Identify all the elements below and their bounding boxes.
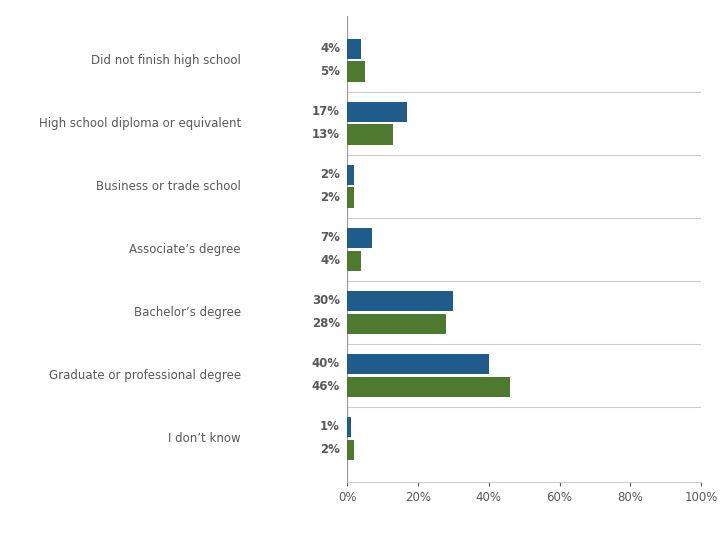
Text: 30%: 30%	[312, 294, 340, 308]
Bar	[347, 354, 489, 374]
Bar	[347, 165, 354, 185]
Text: 4%: 4%	[320, 254, 340, 267]
Text: I don’t know: I don’t know	[168, 432, 241, 445]
Bar	[347, 124, 393, 145]
Text: 2%: 2%	[320, 191, 340, 204]
Text: 46%: 46%	[312, 380, 340, 393]
Text: Associate’s degree: Associate’s degree	[129, 243, 241, 256]
Text: Did not finish high school: Did not finish high school	[91, 54, 241, 66]
Text: 28%: 28%	[312, 317, 340, 330]
Text: 17%: 17%	[312, 106, 340, 118]
Bar	[347, 314, 446, 334]
Bar	[347, 188, 354, 207]
Bar	[347, 291, 453, 311]
Bar	[347, 417, 351, 437]
Bar	[347, 102, 407, 122]
Bar	[347, 228, 372, 248]
Text: 13%: 13%	[312, 128, 340, 141]
Text: 1%: 1%	[320, 420, 340, 434]
Text: Bachelor’s degree: Bachelor’s degree	[134, 306, 241, 319]
Text: 4%: 4%	[320, 42, 340, 55]
Text: Business or trade school: Business or trade school	[96, 180, 241, 193]
Bar	[347, 39, 362, 59]
Text: High school diploma or equivalent: High school diploma or equivalent	[38, 117, 241, 130]
Text: 2%: 2%	[320, 443, 340, 456]
Bar	[347, 250, 362, 271]
Text: Graduate or professional degree: Graduate or professional degree	[48, 369, 241, 382]
Text: 40%: 40%	[312, 358, 340, 370]
Bar	[347, 376, 510, 397]
Text: 7%: 7%	[320, 232, 340, 244]
Text: 2%: 2%	[320, 168, 340, 181]
Bar	[347, 440, 354, 460]
Text: 5%: 5%	[320, 65, 340, 78]
Bar	[347, 62, 364, 81]
